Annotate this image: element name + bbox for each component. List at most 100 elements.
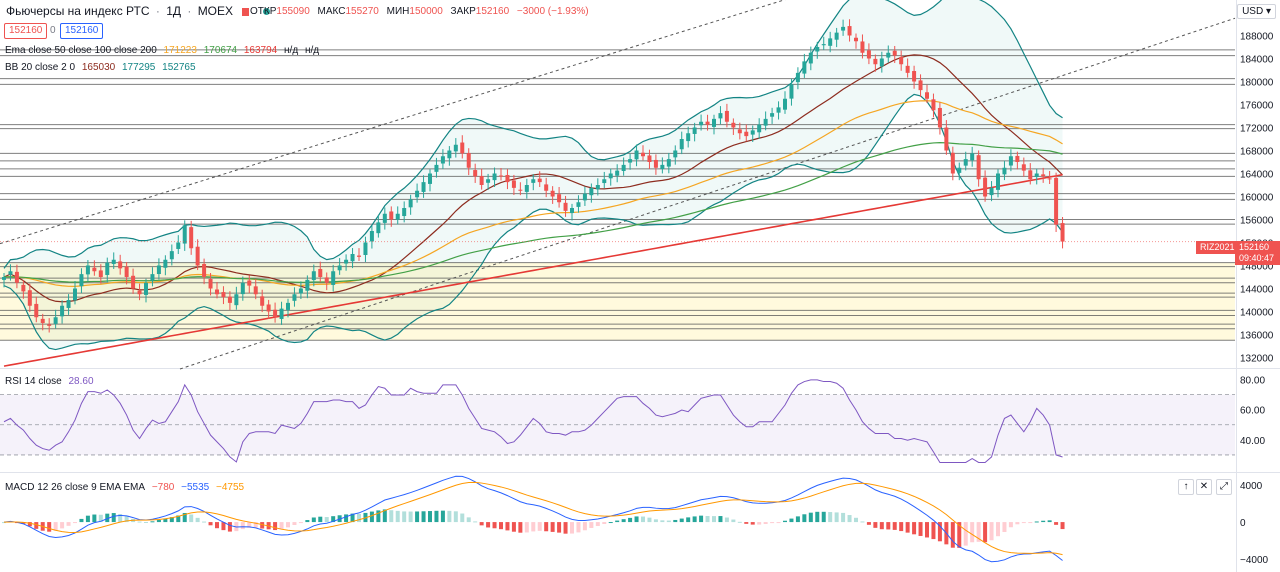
candle-body — [176, 242, 181, 249]
macd-hist-bar — [408, 511, 413, 523]
macd-hist-bar — [873, 522, 878, 528]
price-tick-label: 144000 — [1240, 285, 1274, 296]
title-separator: · — [187, 4, 192, 18]
candle-body — [821, 44, 826, 46]
candle-body — [892, 50, 897, 56]
macd-hist-bar — [712, 516, 716, 523]
macd-hist-bar — [718, 516, 723, 523]
macd-hist-bar — [247, 522, 252, 528]
macd-hist-bar — [286, 522, 290, 528]
candle-body — [576, 202, 581, 207]
candle-body — [815, 47, 820, 52]
candle-body — [369, 231, 374, 242]
candle-body — [1047, 178, 1052, 180]
macd-hist-bar — [176, 515, 181, 523]
macd-hist-bar — [628, 517, 633, 523]
currency-selector[interactable]: USD ▾ — [1237, 4, 1276, 19]
candle-body — [724, 110, 729, 122]
macd-legend[interactable]: MACD 12 26 close 9 EMA EMA −780 −5535 −4… — [5, 482, 248, 493]
macd-hist-bar — [673, 519, 678, 523]
macd-hist-bar — [428, 511, 432, 523]
candle-body — [653, 159, 658, 168]
macd-hist-bar — [111, 513, 116, 523]
candle-body — [963, 159, 968, 166]
candle-body — [860, 41, 865, 53]
flag-icon — [242, 8, 250, 16]
chart-title: Фьючерсы на индекс РТС · 1Д · MOEX — [6, 4, 270, 18]
macd-hist-bar — [434, 510, 439, 523]
macd-hist-bar — [156, 520, 161, 523]
interval-label[interactable]: 1Д — [166, 4, 181, 18]
candle-body — [1041, 174, 1046, 177]
macd-hist-bar — [602, 522, 607, 524]
macd-hist-bar — [331, 516, 336, 523]
candle-body — [279, 308, 284, 319]
currency-label: USD — [1242, 6, 1264, 17]
candle-body — [253, 286, 258, 295]
ema-legend[interactable]: Ema close 50 close 100 close 200 171223 … — [5, 45, 323, 56]
macd-hist-bar — [686, 517, 691, 523]
macd-hist-bar — [731, 519, 736, 523]
pane-move-up-button[interactable]: ↑ — [1178, 479, 1194, 495]
open-label: ОТКР — [250, 6, 277, 17]
macd-hist-bar — [486, 522, 491, 528]
candle-body — [415, 190, 420, 198]
macd-hist-bar — [918, 522, 923, 536]
candle-body — [363, 242, 368, 256]
candle-body — [395, 213, 400, 220]
buy-price-button[interactable]: 152160 — [60, 23, 104, 39]
candle-body — [60, 305, 65, 317]
macd-hist-bar — [511, 522, 516, 532]
bb-label: BB 20 close 2 0 — [5, 62, 76, 73]
macd-hist-bar — [821, 511, 826, 523]
macd-hist-bar — [169, 517, 174, 523]
pane-expand-button[interactable]: ⤢ — [1216, 479, 1232, 495]
candle-body — [311, 271, 316, 281]
macd-hist-bar — [415, 511, 420, 523]
candle-body — [1008, 156, 1013, 166]
candle-body — [925, 92, 929, 99]
candle-body — [802, 61, 807, 74]
low-value: 150000 — [409, 6, 443, 17]
macd-hist-bar — [841, 512, 846, 523]
bb-legend[interactable]: BB 20 close 2 0 165030 177295 152765 — [5, 62, 200, 73]
high-label: МАКС — [317, 6, 346, 17]
macd-hist-bar — [802, 514, 807, 523]
exchange-label: MOEX — [197, 4, 234, 18]
macd-hist-bar — [699, 515, 704, 523]
macd-hist-bar — [421, 511, 426, 523]
macd-hist-bar — [660, 520, 665, 523]
candle-body — [40, 318, 45, 323]
macd-hist-bar — [453, 511, 458, 523]
low-label: МИН — [386, 6, 410, 17]
candle-body — [144, 282, 148, 295]
candle-body — [976, 155, 981, 180]
macd-hist-bar — [376, 510, 381, 523]
macd-hist-bar — [253, 522, 258, 528]
macd-hist-bar — [369, 511, 374, 523]
macd-label: MACD 12 26 close 9 EMA EMA — [5, 482, 146, 493]
candle-body — [854, 37, 858, 42]
macd-hist-bar — [137, 521, 142, 523]
sell-price-button[interactable]: 152160 — [4, 23, 48, 39]
candle-body — [85, 265, 90, 275]
last-price-tag: 152160 — [1235, 241, 1280, 254]
macd-hist-bar — [1047, 520, 1052, 523]
macd-signal-line — [3, 481, 1063, 556]
candle-body — [660, 164, 665, 170]
macd-hist-bar — [589, 522, 594, 528]
candle-body — [111, 259, 116, 264]
bb-basis-value: 165030 — [81, 62, 116, 73]
macd-hist-bar — [1041, 520, 1046, 523]
candle-body — [628, 159, 633, 163]
candle-body — [608, 173, 613, 179]
pane-close-button[interactable]: ✕ — [1196, 479, 1212, 495]
rsi-legend[interactable]: RSI 14 close 28.60 — [5, 376, 98, 387]
candle-body — [331, 271, 336, 285]
macd-hist-bar — [653, 519, 658, 523]
price-tick-label: 156000 — [1240, 216, 1274, 227]
macd-hist-bar — [79, 518, 84, 523]
trend-channel-lower — [179, 17, 1236, 370]
candle-body — [789, 84, 794, 99]
